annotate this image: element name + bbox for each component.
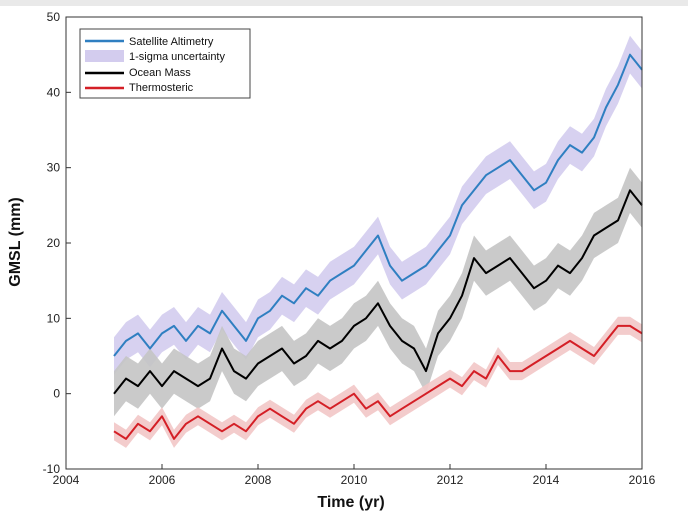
y-tick-label: 50 bbox=[47, 10, 61, 24]
satellite-altimetry-series-line bbox=[113, 53, 643, 357]
x-axis-title: Time (yr) bbox=[317, 494, 384, 511]
axis-ticks: 2004 2006 2008 2010 2012 2014 2016 -10 0 10 20 30 40… bbox=[43, 10, 656, 487]
plot-area bbox=[113, 35, 643, 448]
legend-label-satellite-altimetry: Satellite Altimetry bbox=[129, 36, 214, 48]
y-tick-label: -10 bbox=[43, 462, 61, 476]
legend-label-ocean-mass: Ocean Mass bbox=[129, 67, 191, 79]
y-axis-title: GMSL (mm) bbox=[7, 197, 24, 286]
x-tick-label: 2012 bbox=[437, 473, 464, 487]
y-tick-label: 30 bbox=[47, 161, 61, 175]
thermosteric-series-line bbox=[113, 324, 643, 440]
ocean-mass-uncertainty-band bbox=[114, 167, 642, 417]
top-strip bbox=[0, 0, 688, 6]
y-tick-label: 20 bbox=[47, 236, 61, 250]
legend: Satellite Altimetry 1-sigma uncertainty … bbox=[79, 28, 251, 99]
satellite-altimetry-uncertainty-band bbox=[114, 35, 642, 375]
ocean-mass-series-line bbox=[113, 189, 643, 395]
legend-swatch-uncertainty bbox=[85, 50, 124, 62]
y-tick-label: 10 bbox=[47, 311, 61, 325]
x-tick-label: 2006 bbox=[149, 473, 176, 487]
x-tick-label: 2016 bbox=[629, 473, 656, 487]
x-tick-label: 2010 bbox=[341, 473, 368, 487]
x-tick-label: 2014 bbox=[533, 473, 560, 487]
legend-label-uncertainty: 1-sigma uncertainty bbox=[129, 51, 225, 63]
x-tick-label: 2004 bbox=[53, 473, 80, 487]
y-tick-label: 40 bbox=[47, 85, 61, 99]
x-tick-label: 2008 bbox=[245, 473, 272, 487]
legend-label-thermosteric: Thermosteric bbox=[129, 82, 194, 94]
y-tick-label: 0 bbox=[53, 387, 60, 401]
